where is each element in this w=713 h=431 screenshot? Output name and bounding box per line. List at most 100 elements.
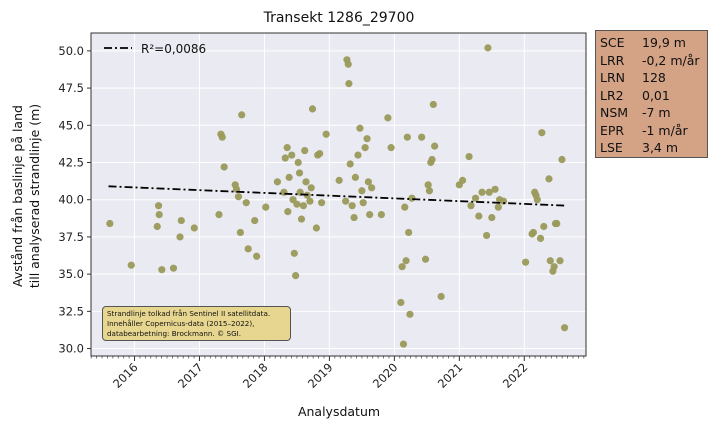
- data-point: [306, 197, 314, 205]
- data-point: [533, 196, 541, 204]
- data-point: [431, 142, 439, 150]
- legend: R²=0,0086: [104, 42, 206, 56]
- stat-row-nsm: NSM -7 m: [600, 104, 703, 122]
- data-point: [322, 130, 330, 138]
- data-point: [297, 215, 306, 223]
- data-point: [176, 233, 184, 241]
- data-point: [402, 257, 410, 265]
- data-point: [292, 272, 300, 280]
- data-point: [478, 188, 486, 196]
- data-point: [281, 154, 289, 162]
- data-point: [285, 173, 293, 181]
- y-tick-label: 30.0: [58, 342, 84, 356]
- data-point: [399, 340, 408, 348]
- data-point: [364, 178, 372, 186]
- y-tick-label: 42.5: [58, 155, 84, 169]
- data-point: [560, 324, 569, 332]
- y-tick-label: 40.0: [58, 193, 84, 207]
- stat-value: -1 m/år: [642, 122, 688, 138]
- data-point: [377, 210, 385, 219]
- data-point: [273, 178, 282, 186]
- y-tick-label: 47.5: [58, 81, 84, 95]
- data-point: [437, 292, 445, 301]
- x-tick-label: 2017: [175, 360, 206, 391]
- data-point: [316, 149, 324, 158]
- data-point: [553, 219, 561, 228]
- stat-label: EPR: [600, 122, 625, 138]
- stat-row-lrr: LRR -0,2 m/år: [600, 52, 703, 70]
- data-point: [344, 60, 352, 68]
- plot-area: [91, 33, 586, 356]
- grid: [91, 33, 586, 356]
- data-point: [424, 181, 432, 189]
- data-points: [106, 44, 569, 348]
- data-point: [253, 252, 261, 260]
- data-point: [465, 152, 473, 161]
- data-point: [540, 222, 548, 231]
- stat-label: SCE: [600, 35, 625, 50]
- data-point: [244, 245, 252, 253]
- legend-label: R²=0,0086: [141, 42, 206, 56]
- data-point: [408, 194, 416, 202]
- data-point: [283, 144, 291, 152]
- data-point: [359, 199, 367, 207]
- data-point: [556, 257, 564, 265]
- data-point: [356, 124, 364, 132]
- y-tick-label: 45.0: [58, 118, 84, 132]
- data-point: [529, 228, 537, 237]
- data-point: [387, 144, 395, 152]
- data-point: [428, 155, 436, 164]
- data-point: [467, 202, 475, 210]
- data-point: [280, 188, 288, 196]
- y-tick-label: 35.0: [58, 267, 84, 281]
- data-point: [158, 266, 166, 274]
- data-point: [177, 216, 185, 225]
- note-line: Innehåller Copernicus-data (2015–2022),: [107, 319, 255, 328]
- plot-frame: [90, 32, 587, 357]
- data-point: [499, 197, 508, 205]
- stat-value: 3,4 m: [642, 140, 679, 155]
- stat-label: LSE: [600, 140, 623, 155]
- data-point: [262, 203, 270, 211]
- data-point: [218, 133, 226, 141]
- stat-value: 0,01: [642, 87, 670, 103]
- data-point: [307, 184, 315, 192]
- x-tick-label: 2019: [305, 360, 336, 391]
- data-point: [299, 202, 308, 210]
- data-point: [335, 176, 343, 184]
- data-point: [251, 216, 259, 225]
- data-point: [398, 263, 406, 271]
- data-point: [354, 151, 362, 159]
- data-point: [494, 203, 502, 211]
- data-point: [429, 100, 437, 109]
- data-point: [421, 255, 430, 263]
- data-point: [425, 187, 434, 195]
- y-tick-label: 32.5: [58, 304, 84, 318]
- x-tick-label: 2020: [370, 360, 401, 391]
- data-point: [536, 234, 545, 243]
- statistics-box: SCE 19,9 m LRR -0,2 m/år LRN 128 LR2 0,0…: [595, 30, 708, 158]
- data-point: [550, 263, 558, 271]
- data-point: [471, 194, 480, 202]
- data-point: [351, 173, 359, 181]
- stat-value: 128: [642, 70, 666, 85]
- data-point: [242, 199, 250, 207]
- data-point: [366, 210, 374, 219]
- data-point: [545, 175, 553, 183]
- data-point: [215, 210, 223, 219]
- data-point: [558, 155, 566, 164]
- data-point: [345, 80, 353, 88]
- stat-value: -7 m: [642, 105, 671, 120]
- stat-row-lr2: LR2 0,01: [600, 87, 703, 105]
- data-point: [190, 224, 198, 232]
- stat-label: LRR: [600, 52, 625, 68]
- x-tick-label: 2016: [110, 360, 141, 391]
- trend-line: [108, 185, 567, 207]
- data-point: [302, 178, 310, 186]
- data-point: [346, 160, 354, 168]
- data-point: [238, 111, 246, 119]
- data-point: [368, 184, 376, 192]
- data-point: [342, 197, 350, 205]
- trend-line-group: [108, 185, 567, 207]
